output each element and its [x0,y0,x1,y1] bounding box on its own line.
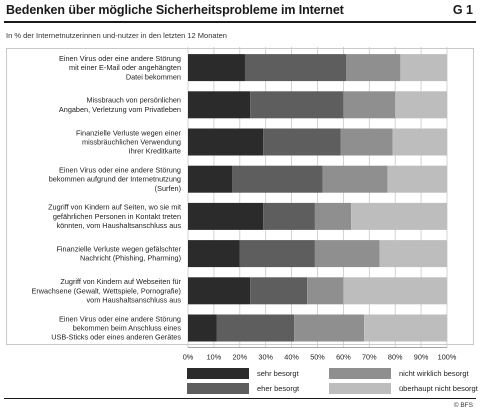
chart-subtitle: In % der Internetnutzerinnen und-nutzer … [6,31,227,40]
legend-label-eher-besorgt: eher besorgt [257,384,300,393]
bar-segment [364,314,447,342]
x-tick-label: 90% [414,353,429,362]
legend-item-eher-besorgt: eher besorgt [187,383,299,394]
category-label: Einen Virus oder eine andere Störung beko… [51,314,181,341]
source-note: © BFS [453,402,473,409]
bar-segment [188,314,217,342]
x-tick-label: 100% [438,353,457,362]
legend-item-ueberhaupt-nicht-besorgt: überhaupt nicht besorgt [329,383,478,394]
bar-segment [322,165,388,193]
bar-segment [232,165,323,193]
bar-segment [387,165,447,193]
bar-segment [239,240,315,268]
bottom-rule [4,398,476,399]
category-label: Einen Virus oder eine andere Störung beko… [49,166,181,193]
category-label: Finanzielle Verluste wegen einer missbräu… [76,128,182,155]
legend-item-sehr-besorgt: sehr besorgt [187,368,299,379]
figure-id: G 1 [452,3,473,17]
bar-segment [263,128,341,156]
bar-segment [351,202,447,230]
x-tick-label: 40% [284,353,299,362]
bar-segment [244,54,346,82]
legend-item-nicht-wirklich-besorgt: nicht wirklich besorgt [329,368,469,379]
bar-segment [343,91,396,119]
bar-segment [340,128,393,156]
category-label: Einen Virus oder eine andere Störung mit … [59,54,181,81]
x-tick-label: 20% [232,353,247,362]
bar-segment [250,91,344,119]
bar-segment [345,54,401,82]
x-tick-label: 50% [310,353,325,362]
category-label: Zugriff von Kindern auf Webseiten für Erw… [31,277,181,304]
bar-segment [314,240,380,268]
bar-segment [188,128,264,156]
category-label: Zugriff von Kindern auf Seiten, wo sie m… [48,203,181,230]
bar-segment [307,277,344,305]
x-tick-label: 0% [183,353,194,362]
bar-segment [400,54,447,82]
x-tick-label: 10% [207,353,222,362]
bar-segment [395,91,447,119]
bar-segment [216,314,295,342]
bar-segment [392,128,447,156]
legend-label-nicht-wirklich-besorgt: nicht wirklich besorgt [399,369,469,378]
x-tick-label: 70% [362,353,377,362]
bar-segment [188,165,233,193]
legend-label-sehr-besorgt: sehr besorgt [257,369,299,378]
category-label: Missbrauch von persönlichen Angaben, Verl… [59,96,181,114]
bar-segment [343,277,447,305]
x-tick-label: 30% [258,353,273,362]
legend-swatch-ueberhaupt-nicht-besorgt [329,383,391,394]
bar-segment [188,240,240,268]
bar-segment [188,277,251,305]
bar-segment [263,202,315,230]
x-tick-label: 60% [336,353,351,362]
bar-segment [294,314,365,342]
bar-segment [379,240,447,268]
bar-segment [188,54,245,82]
legend-swatch-nicht-wirklich-besorgt [329,368,391,379]
bar-segment [188,202,264,230]
top-rule [4,21,476,23]
chart-title: Bedenken über mögliche Sicherheitsproble… [6,3,344,17]
legend-label-ueberhaupt-nicht-besorgt: überhaupt nicht besorgt [399,384,478,393]
category-label: Finanzielle Verluste wegen gefälschter Na… [56,245,181,263]
x-tick-label: 80% [388,353,403,362]
bar-segment [188,91,251,119]
bar-segment [314,202,352,230]
bar-segment [250,277,308,305]
legend-swatch-eher-besorgt [187,383,249,394]
legend-swatch-sehr-besorgt [187,368,249,379]
